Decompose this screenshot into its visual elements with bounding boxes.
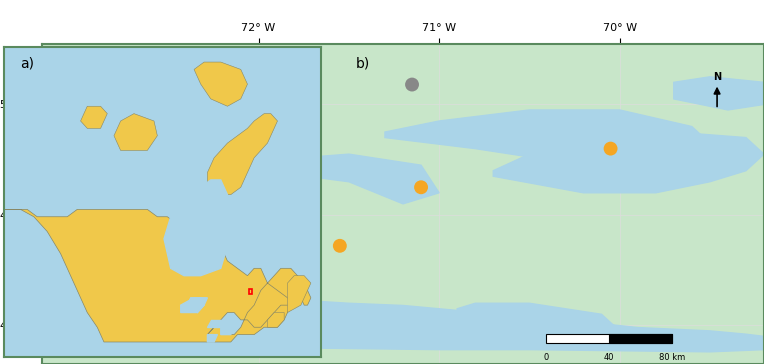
Polygon shape <box>42 248 241 287</box>
Bar <box>546 334 672 343</box>
Polygon shape <box>674 77 764 110</box>
Text: 0: 0 <box>543 353 549 362</box>
Polygon shape <box>187 298 204 313</box>
Point <box>604 146 617 151</box>
Polygon shape <box>267 313 284 327</box>
Polygon shape <box>207 114 277 195</box>
Polygon shape <box>42 287 764 352</box>
Text: Younger stands: Younger stands <box>154 317 239 327</box>
Polygon shape <box>42 204 168 237</box>
Text: N: N <box>713 72 721 82</box>
Polygon shape <box>207 320 224 327</box>
Bar <box>103 271 287 339</box>
Text: Older stands: Older stands <box>154 286 225 296</box>
Polygon shape <box>457 303 620 336</box>
Polygon shape <box>494 132 764 193</box>
Bar <box>250 289 252 294</box>
Text: 40: 40 <box>604 353 614 362</box>
Point <box>415 184 427 190</box>
Polygon shape <box>4 209 311 342</box>
Polygon shape <box>287 276 311 313</box>
Polygon shape <box>385 110 710 165</box>
Text: a): a) <box>20 56 34 71</box>
Polygon shape <box>222 309 385 342</box>
Point <box>406 82 418 87</box>
Polygon shape <box>80 106 107 128</box>
Point <box>171 157 183 163</box>
Polygon shape <box>42 287 186 325</box>
Polygon shape <box>207 335 218 342</box>
Text: b): b) <box>356 56 371 71</box>
Polygon shape <box>181 298 207 313</box>
Polygon shape <box>194 62 248 106</box>
Bar <box>609 334 672 343</box>
Point <box>334 243 346 249</box>
Polygon shape <box>222 154 439 204</box>
Text: 80 km: 80 km <box>659 353 685 362</box>
Polygon shape <box>164 180 231 276</box>
Point <box>150 168 162 174</box>
Polygon shape <box>221 327 234 335</box>
Polygon shape <box>114 114 157 150</box>
